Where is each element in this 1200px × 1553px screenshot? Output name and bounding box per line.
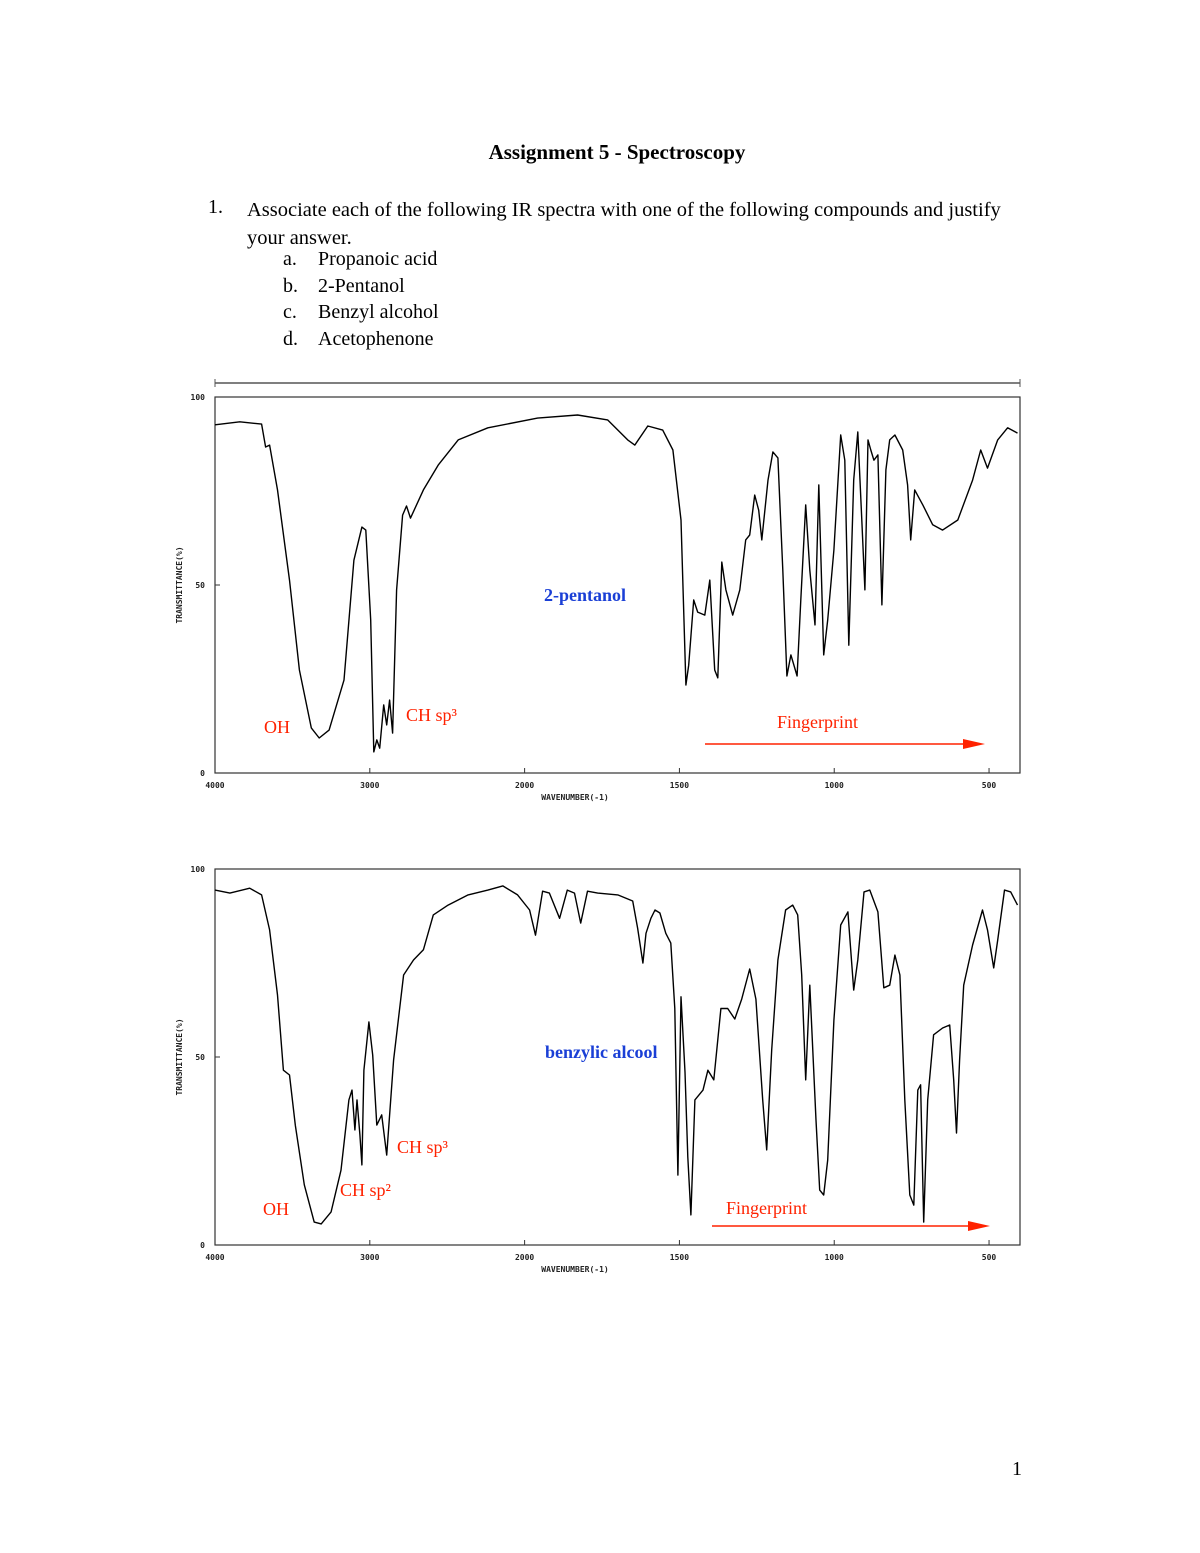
arrow-head [968,1221,990,1231]
option-letter: d. [283,328,298,350]
option-text: Benzyl alcohol [318,301,439,323]
question-number: 1. [208,196,223,218]
option-text: Propanoic acid [318,248,438,270]
annotation: CH sp³ [397,1137,449,1157]
question-text: Associate each of the following IR spect… [247,199,1001,249]
annotation: 2-pentanol [544,585,626,605]
option-text: Acetophenone [318,328,434,350]
annotation: Fingerprint [777,712,858,732]
arrow-head [963,739,985,749]
x-tick-label: 2000 [515,1253,534,1262]
annotation: Fingerprint [726,1198,807,1218]
x-tick-label: 4000 [205,781,224,790]
annotation: OH [263,1199,289,1219]
option-text: 2-Pentanol [318,275,405,297]
x-tick-label: 1000 [825,781,844,790]
y-tick-label: 50 [195,581,205,590]
annotation: CH sp³ [406,705,458,725]
x-tick-label: 2000 [515,781,534,790]
y-axis-label: TRANSMITTANCE(%) [175,546,184,623]
y-tick-label: 100 [191,865,206,874]
y-tick-label: 0 [200,769,205,778]
title: Assignment 5 - Spectroscopy [488,140,746,164]
x-tick-label: 4000 [205,1253,224,1262]
y-axis-label: TRANSMITTANCE(%) [175,1018,184,1095]
x-axis-label: WAVENUMBER(-1) [541,793,608,802]
annotation: CH sp² [340,1180,391,1200]
annotation: benzylic alcool [545,1042,657,1062]
y-tick-label: 0 [200,1241,205,1250]
option-letter: a. [283,248,297,270]
x-tick-label: 1000 [825,1253,844,1262]
y-tick-label: 100 [191,393,206,402]
option-letter: b. [283,275,298,297]
x-tick-label: 1500 [670,1253,689,1262]
annotation: OH [264,717,290,737]
spectrum-line [214,885,1019,1225]
x-tick-label: 3000 [360,781,379,790]
y-tick-label: 50 [195,1053,205,1062]
option-letter: c. [283,301,297,323]
x-tick-label: 500 [982,1253,997,1262]
x-tick-label: 3000 [360,1253,379,1262]
x-tick-label: 500 [982,781,997,790]
page-number: 1 [1012,1458,1022,1480]
x-tick-label: 1500 [670,781,689,790]
x-axis-label: WAVENUMBER(-1) [541,1265,608,1274]
spectrum-line [214,414,1018,753]
